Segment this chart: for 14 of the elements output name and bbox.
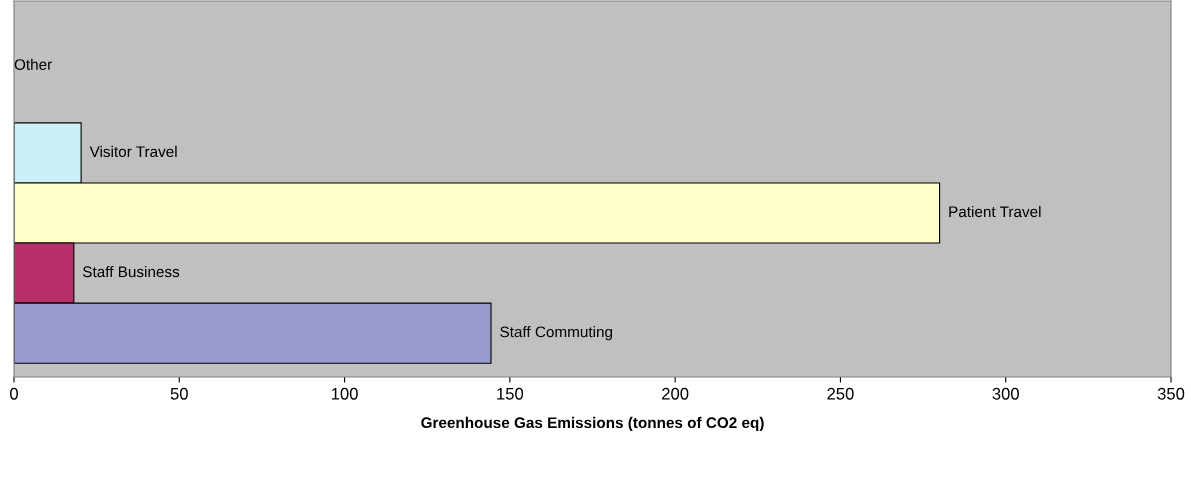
x-tick-label: 350 [1157, 387, 1185, 400]
y-tick-label: Staff Business [83, 265, 180, 278]
x-tick-label: 300 [992, 387, 1019, 400]
x-tick-label: 250 [827, 387, 854, 400]
y-tick-label: Staff Commuting [500, 326, 613, 341]
x-tick-label: 150 [497, 387, 524, 400]
x-axis-title: Greenhouse Gas Emissions (tonnes of CO2 eq) [421, 416, 764, 432]
y-tick-label: Visitor Travel [89, 145, 177, 158]
x-tick-label: 100 [331, 387, 358, 400]
x-tick-label: 50 [170, 387, 188, 400]
y-tick-label: Patient Travel [949, 205, 1041, 218]
x-tick-label: 200 [662, 387, 689, 400]
y-tick-label: Other [14, 58, 52, 70]
x-tick-label: 0 [10, 387, 18, 400]
